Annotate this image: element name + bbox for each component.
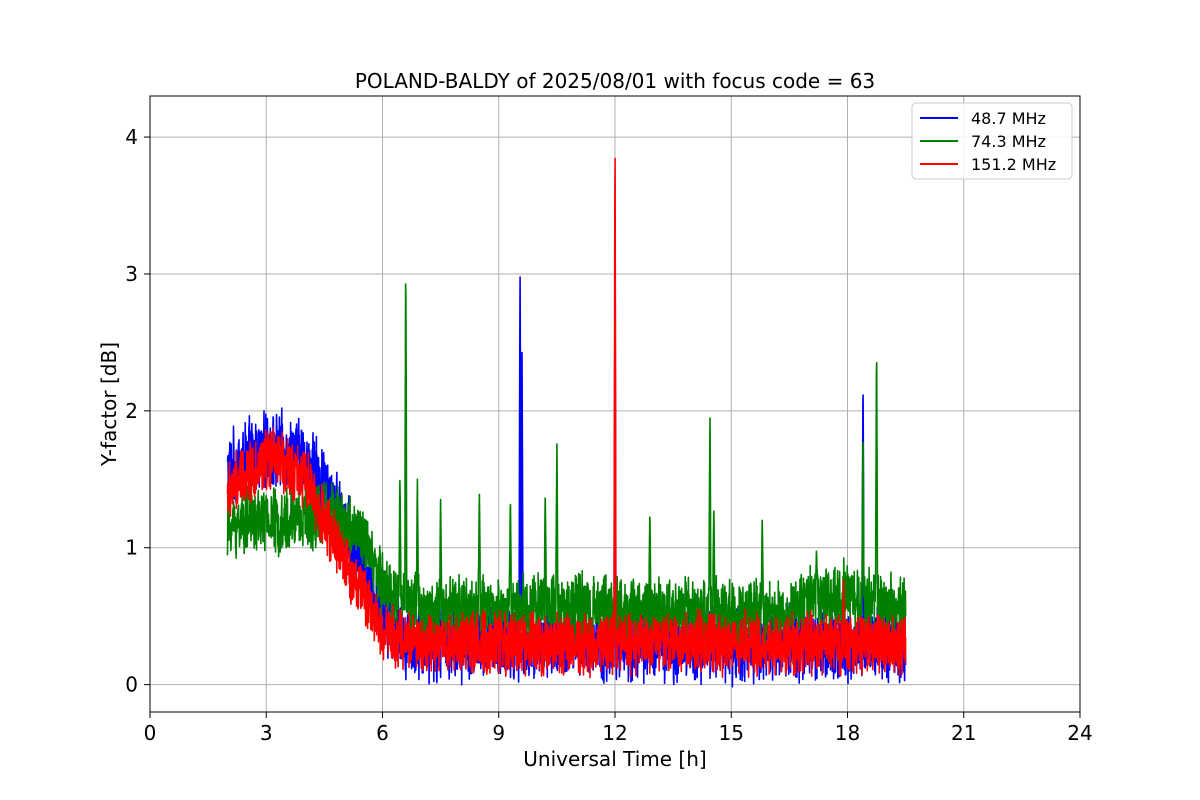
x-axis-label: Universal Time [h] — [523, 747, 706, 771]
legend-label: 74.3 MHz — [971, 132, 1046, 151]
legend-label: 151.2 MHz — [971, 155, 1056, 174]
series-line-2 — [226, 283, 907, 650]
x-tick-label: 21 — [951, 721, 976, 745]
y-tick-label: 3 — [125, 262, 138, 286]
x-tick-label: 24 — [1067, 721, 1092, 745]
y-tick-label: 4 — [125, 125, 138, 149]
legend-box — [911, 102, 1073, 180]
x-tick-label: 18 — [835, 721, 860, 745]
x-tick-label: 9 — [492, 721, 505, 745]
y-tick-label: 0 — [125, 673, 138, 697]
x-axis: 0 3 6 9 12 15 18 21 24 — [144, 712, 1093, 745]
series-line-3 — [226, 157, 907, 679]
x-tick-label: 0 — [144, 721, 157, 745]
y-axis: 0 1 2 3 4 — [125, 125, 150, 697]
legend: 48.7 MHz 74.3 MHz 151.2 MHz — [911, 102, 1073, 180]
y-tick-label: 2 — [125, 399, 138, 423]
y-tick-label: 1 — [125, 536, 138, 560]
x-tick-label: 3 — [260, 721, 273, 745]
chart-title: POLAND-BALDY of 2025/08/01 with focus co… — [355, 69, 875, 93]
series-layer — [226, 157, 907, 688]
y-axis-label: Y-factor [dB] — [97, 342, 121, 467]
x-tick-label: 12 — [602, 721, 627, 745]
x-tick-label: 15 — [719, 721, 744, 745]
legend-label: 48.7 MHz — [971, 109, 1046, 128]
x-tick-label: 6 — [376, 721, 389, 745]
